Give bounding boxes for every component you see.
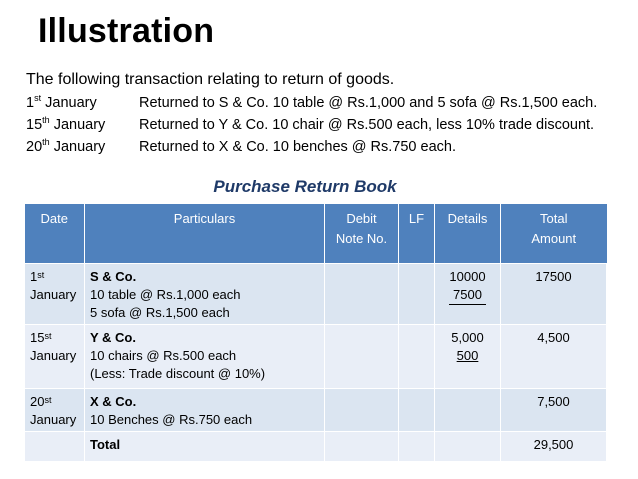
table-header-row: Date Particulars Debit Note No. LF Detail… (24, 204, 607, 264)
row-total: 4,500 (500, 324, 607, 389)
row-lf (398, 388, 435, 432)
header-particulars: Particulars (84, 204, 325, 264)
transaction-date: 15th January (26, 115, 106, 133)
row-lf (398, 431, 435, 462)
transaction-text: Returned to Y & Co. 10 chair @ Rs.500 ea… (139, 117, 595, 133)
purchase-return-table: Date Particulars Debit Note No. LF Detail… (24, 204, 607, 462)
row-details (434, 431, 501, 462)
header-date: Date (24, 204, 85, 264)
row-debit-note (324, 324, 399, 389)
table-row: 15st January Y & Co. 10 chairs @ Rs.500 ea… (24, 324, 607, 389)
row-date: 1st January (24, 263, 85, 325)
table-row: 20st January X & Co. 10 Benches @ Rs.750 e… (24, 388, 607, 432)
row-total: 7,500 (500, 388, 607, 432)
intro-text: The following transaction relating to re… (26, 71, 395, 88)
row-particulars: X & Co. 10 Benches @ Rs.750 each (84, 388, 325, 432)
transaction-date: 1st January (26, 93, 97, 111)
row-total: 17500 (500, 263, 607, 325)
table-total-row: Total 29,500 (24, 431, 607, 462)
table-row: 1st January S & Co. 10 table @ Rs.1,000 ea… (24, 263, 607, 325)
row-lf (398, 324, 435, 389)
header-details: Details (434, 204, 501, 264)
row-lf (398, 263, 435, 325)
row-details (434, 388, 501, 432)
row-debit-note (324, 263, 399, 325)
header-debit-note: Debit Note No. (324, 204, 399, 264)
row-debit-note (324, 388, 399, 432)
row-particulars: Y & Co. 10 chairs @ Rs.500 each (Less: Tra… (84, 324, 325, 389)
header-total: Total Amount (500, 204, 607, 264)
header-lf: LF (398, 204, 435, 264)
transaction-text: Returned to X & Co. 10 benches @ Rs.750 … (139, 139, 456, 155)
row-particulars: S & Co. 10 table @ Rs.1,000 each 5 sofa @ … (84, 263, 325, 325)
row-details: 10000 7500 (434, 263, 501, 325)
row-debit-note (324, 431, 399, 462)
row-date: 20st January (24, 388, 85, 432)
page-title: Illustration (38, 12, 215, 50)
row-date: 15st January (24, 324, 85, 389)
row-details: 5,000 500 (434, 324, 501, 389)
transaction-date: 20th January (26, 137, 106, 155)
transaction-text: Returned to S & Co. 10 table @ Rs.1,000 … (139, 95, 598, 111)
grand-total: 29,500 (500, 431, 607, 462)
book-title: Purchase Return Book (213, 177, 397, 196)
total-label: Total (84, 431, 325, 462)
row-date (24, 431, 85, 462)
